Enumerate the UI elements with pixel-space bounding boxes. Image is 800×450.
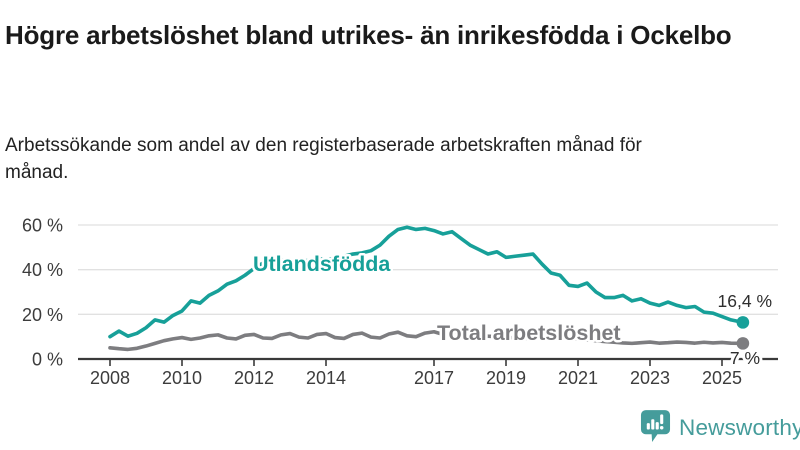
series-group xyxy=(108,225,750,352)
series-end-dot-utlandsfodda xyxy=(736,316,750,329)
series-end-dot-total-arbetsloshet xyxy=(736,337,750,350)
end-value-label-total-arbetsloshet: 7 % xyxy=(730,348,760,368)
bar-1 xyxy=(646,423,650,430)
x-tick-label: 2010 xyxy=(162,368,202,388)
gridlines-group: 0 % 20 % 40 % 60 % xyxy=(22,216,778,370)
chart-subtitle: Arbetssökande som andel av den registerb… xyxy=(5,135,642,183)
y-tick-label: 0 % xyxy=(32,350,63,370)
brand-wordmark: Newsworthy xyxy=(679,414,800,440)
newsworthy-logo: Newsworthy xyxy=(640,409,800,446)
y-tick-label: 20 % xyxy=(22,305,63,325)
x-tick-label: 2014 xyxy=(306,368,346,388)
y-tick-label: 40 % xyxy=(22,260,63,280)
series-line-utlandsfodda xyxy=(108,225,745,339)
x-tick-label: 2021 xyxy=(558,368,598,388)
series-label-total-arbetsloshet: Total arbetslöshet xyxy=(437,321,621,345)
x-tick-label: 2019 xyxy=(486,368,526,388)
x-tick-label: 2012 xyxy=(234,368,274,388)
series-label-utlandsfodda: Utlandsfödda xyxy=(253,252,391,276)
series-line-total-arbetsloshet xyxy=(108,329,745,352)
bar-chart-speech-bubble-icon xyxy=(640,410,671,443)
end-value-label-utlandsfodda: 16,4 % xyxy=(718,291,772,311)
x-tick-label: 2008 xyxy=(90,368,130,388)
speech-bubble-shape xyxy=(640,410,671,443)
exclamation-dot xyxy=(659,426,664,430)
page-title: Högre arbetslöshet bland utrikes- än inr… xyxy=(5,20,732,51)
x-tick-label: 2017 xyxy=(414,368,454,388)
exclamation-bar xyxy=(660,414,664,425)
labels-group: Utlandsfödda 16,4 % Total arbetslöshet 7 % xyxy=(251,250,776,372)
bar-2 xyxy=(651,419,655,430)
bar-3 xyxy=(655,422,659,430)
y-tick-label: 60 % xyxy=(22,216,63,236)
x-tick-label: 2023 xyxy=(630,368,670,388)
x-tick-label: 2025 xyxy=(702,368,742,388)
x-axis-group: 2008 2010 2012 2014 2017 2019 2021 2023 2025 xyxy=(90,359,742,388)
